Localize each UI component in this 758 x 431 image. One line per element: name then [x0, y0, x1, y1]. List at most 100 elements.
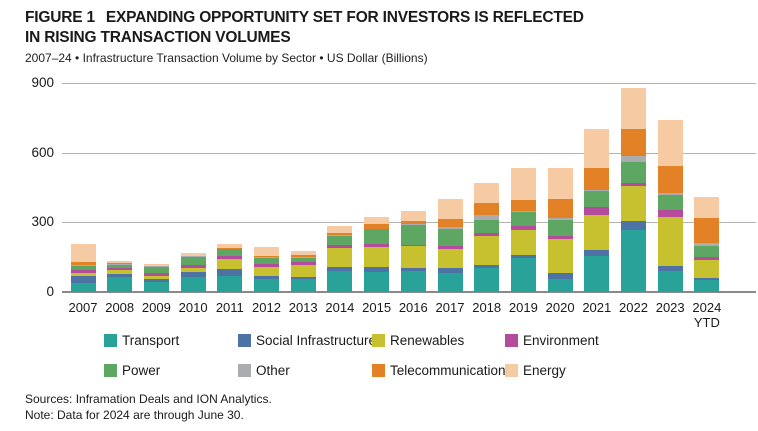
- bar-segment-social-infrastructure-2022: [621, 221, 646, 231]
- bar-segment-social-infrastructure-2016: [400, 267, 426, 271]
- bar-2017: [437, 199, 463, 292]
- bar-segment-renewables-2010: [180, 267, 206, 273]
- bar-segment-renewables-2023: [657, 217, 683, 267]
- bar-segment-social-infrastructure-2018: [474, 264, 500, 269]
- bar-segment-renewables-2014: [327, 247, 353, 267]
- bar-segment-telecommunications-2011: [217, 247, 243, 249]
- bar-segment-social-infrastructure-2012: [254, 276, 279, 280]
- x-axis-label-2011: 2011: [215, 300, 244, 315]
- bar-segment-power-2007: [70, 266, 96, 270]
- x-axis-label-2022: 2022: [619, 300, 648, 315]
- legend-item-power: Power: [104, 363, 160, 378]
- bar-segment-energy-2013: [290, 250, 316, 255]
- bar-segment-environment-2016: [400, 244, 426, 246]
- bar-segment-telecommunications-2017: [437, 218, 463, 227]
- bar-segment-energy-2016: [400, 210, 426, 222]
- legend-label-renewables: Renewables: [390, 333, 465, 348]
- bar-segment-other-2018: [474, 215, 500, 220]
- bar-segment-renewables-2013: [290, 265, 316, 278]
- bar-segment-other-2017: [437, 227, 463, 230]
- bar-segment-power-2016: [400, 224, 426, 245]
- bar-segment-telecommunications-2015: [364, 224, 390, 229]
- bar-segment-energy-2008: [107, 261, 133, 264]
- legend-label-power: Power: [122, 363, 161, 378]
- legend-swatch-other: [238, 364, 251, 377]
- bar-segment-power-2011: [217, 249, 243, 257]
- bar-segment-environment-2024-ytd: [694, 256, 720, 260]
- bar-segment-transport-2024-ytd: [694, 279, 720, 292]
- bar-segment-telecommunications-2010: [180, 255, 206, 257]
- bar-segment-power-2021: [584, 190, 610, 208]
- bar-segment-social-infrastructure-2019: [510, 255, 536, 259]
- bar-segment-environment-2011: [217, 256, 243, 259]
- bar-segment-other-2021: [584, 189, 610, 191]
- x-axis-label-2009: 2009: [141, 300, 171, 315]
- bar-segment-social-infrastructure-2010: [180, 272, 206, 277]
- bar-segment-other-2019: [510, 211, 536, 213]
- legend-item-telecommunications: Telecommunications: [372, 363, 512, 378]
- bar-2011: [217, 244, 243, 292]
- x-axis-label-2012: 2012: [252, 300, 281, 315]
- bar-segment-transport-2021: [584, 255, 610, 292]
- x-axis-label-2010: 2010: [178, 300, 208, 315]
- bar-segment-energy-2009: [143, 264, 169, 266]
- bar-segment-environment-2020: [547, 235, 573, 240]
- data-note: Note: Data for 2024 are through June 30.: [25, 408, 244, 422]
- x-axis-label-2017: 2017: [435, 300, 465, 315]
- figure-subtitle: 2007–24 • Infrastructure Transaction Vol…: [25, 51, 428, 65]
- bar-2016: [400, 210, 426, 292]
- bar-segment-social-infrastructure-2007: [70, 275, 96, 284]
- bar-segment-power-2009: [143, 266, 169, 273]
- bar-segment-social-infrastructure-2020: [547, 272, 573, 279]
- bar-2020: [547, 168, 573, 292]
- x-axis-label-2024-ytd: 2024 YTD: [692, 300, 722, 330]
- y-axis-tick-600: 600: [31, 144, 54, 160]
- x-axis-label-2021: 2021: [582, 300, 612, 315]
- bar-segment-telecommunications-2020: [547, 198, 573, 218]
- bar-segment-other-2020: [547, 217, 573, 221]
- bar-segment-renewables-2017: [437, 248, 463, 269]
- bar-segment-energy-2021: [584, 129, 610, 168]
- bar-segment-renewables-2019: [510, 229, 536, 256]
- bar-segment-telecommunications-2008: [107, 263, 133, 265]
- bar-2009: [143, 264, 169, 292]
- bar-segment-energy-2010: [180, 253, 206, 256]
- bar-segment-power-2013: [290, 257, 316, 262]
- x-axis-label-2008: 2008: [105, 300, 135, 315]
- bar-segment-power-2020: [547, 220, 573, 236]
- legend-item-other: Other: [238, 363, 290, 378]
- legend-swatch-energy: [505, 364, 518, 377]
- bar-segment-environment-2013: [290, 261, 316, 266]
- bar-segment-social-infrastructure-2021: [584, 249, 610, 256]
- bar-segment-energy-2022: [621, 87, 646, 130]
- legend-item-energy: Energy: [505, 363, 566, 378]
- bar-segment-energy-2020: [547, 168, 573, 199]
- bar-segment-social-infrastructure-2015: [364, 267, 390, 272]
- bar-segment-telecommunications-2007: [70, 261, 96, 266]
- bar-segment-energy-2012: [254, 247, 279, 257]
- legend-item-social-infrastructure: Social Infrastructure: [238, 333, 376, 348]
- bar-segment-renewables-2020: [547, 239, 573, 273]
- bar-segment-transport-2012: [254, 279, 279, 292]
- bar-segment-energy-2023: [657, 120, 683, 166]
- bar-segment-power-2018: [474, 219, 500, 234]
- x-axis-label-2020: 2020: [545, 300, 575, 315]
- x-axis-label-2016: 2016: [398, 300, 428, 315]
- x-axis-label-2023: 2023: [655, 300, 685, 315]
- bar-segment-telecommunications-2014: [327, 233, 353, 236]
- bar-segment-transport-2007: [70, 283, 96, 292]
- bar-segment-social-infrastructure-2024-ytd: [694, 277, 720, 280]
- bar-segment-environment-2009: [143, 272, 169, 276]
- bar-segment-energy-2017: [437, 199, 463, 219]
- gridline-600: [62, 152, 756, 154]
- bar-segment-energy-2024-ytd: [694, 197, 720, 219]
- bar-segment-social-infrastructure-2011: [217, 269, 243, 276]
- bar-segment-renewables-2015: [364, 246, 390, 268]
- bar-segment-transport-2020: [547, 278, 573, 292]
- gridline-900: [62, 83, 756, 84]
- bar-segment-power-2023: [657, 194, 683, 210]
- bar-segment-renewables-2018: [474, 235, 500, 265]
- bar-segment-renewables-2011: [217, 258, 243, 270]
- bar-segment-environment-2021: [584, 207, 610, 216]
